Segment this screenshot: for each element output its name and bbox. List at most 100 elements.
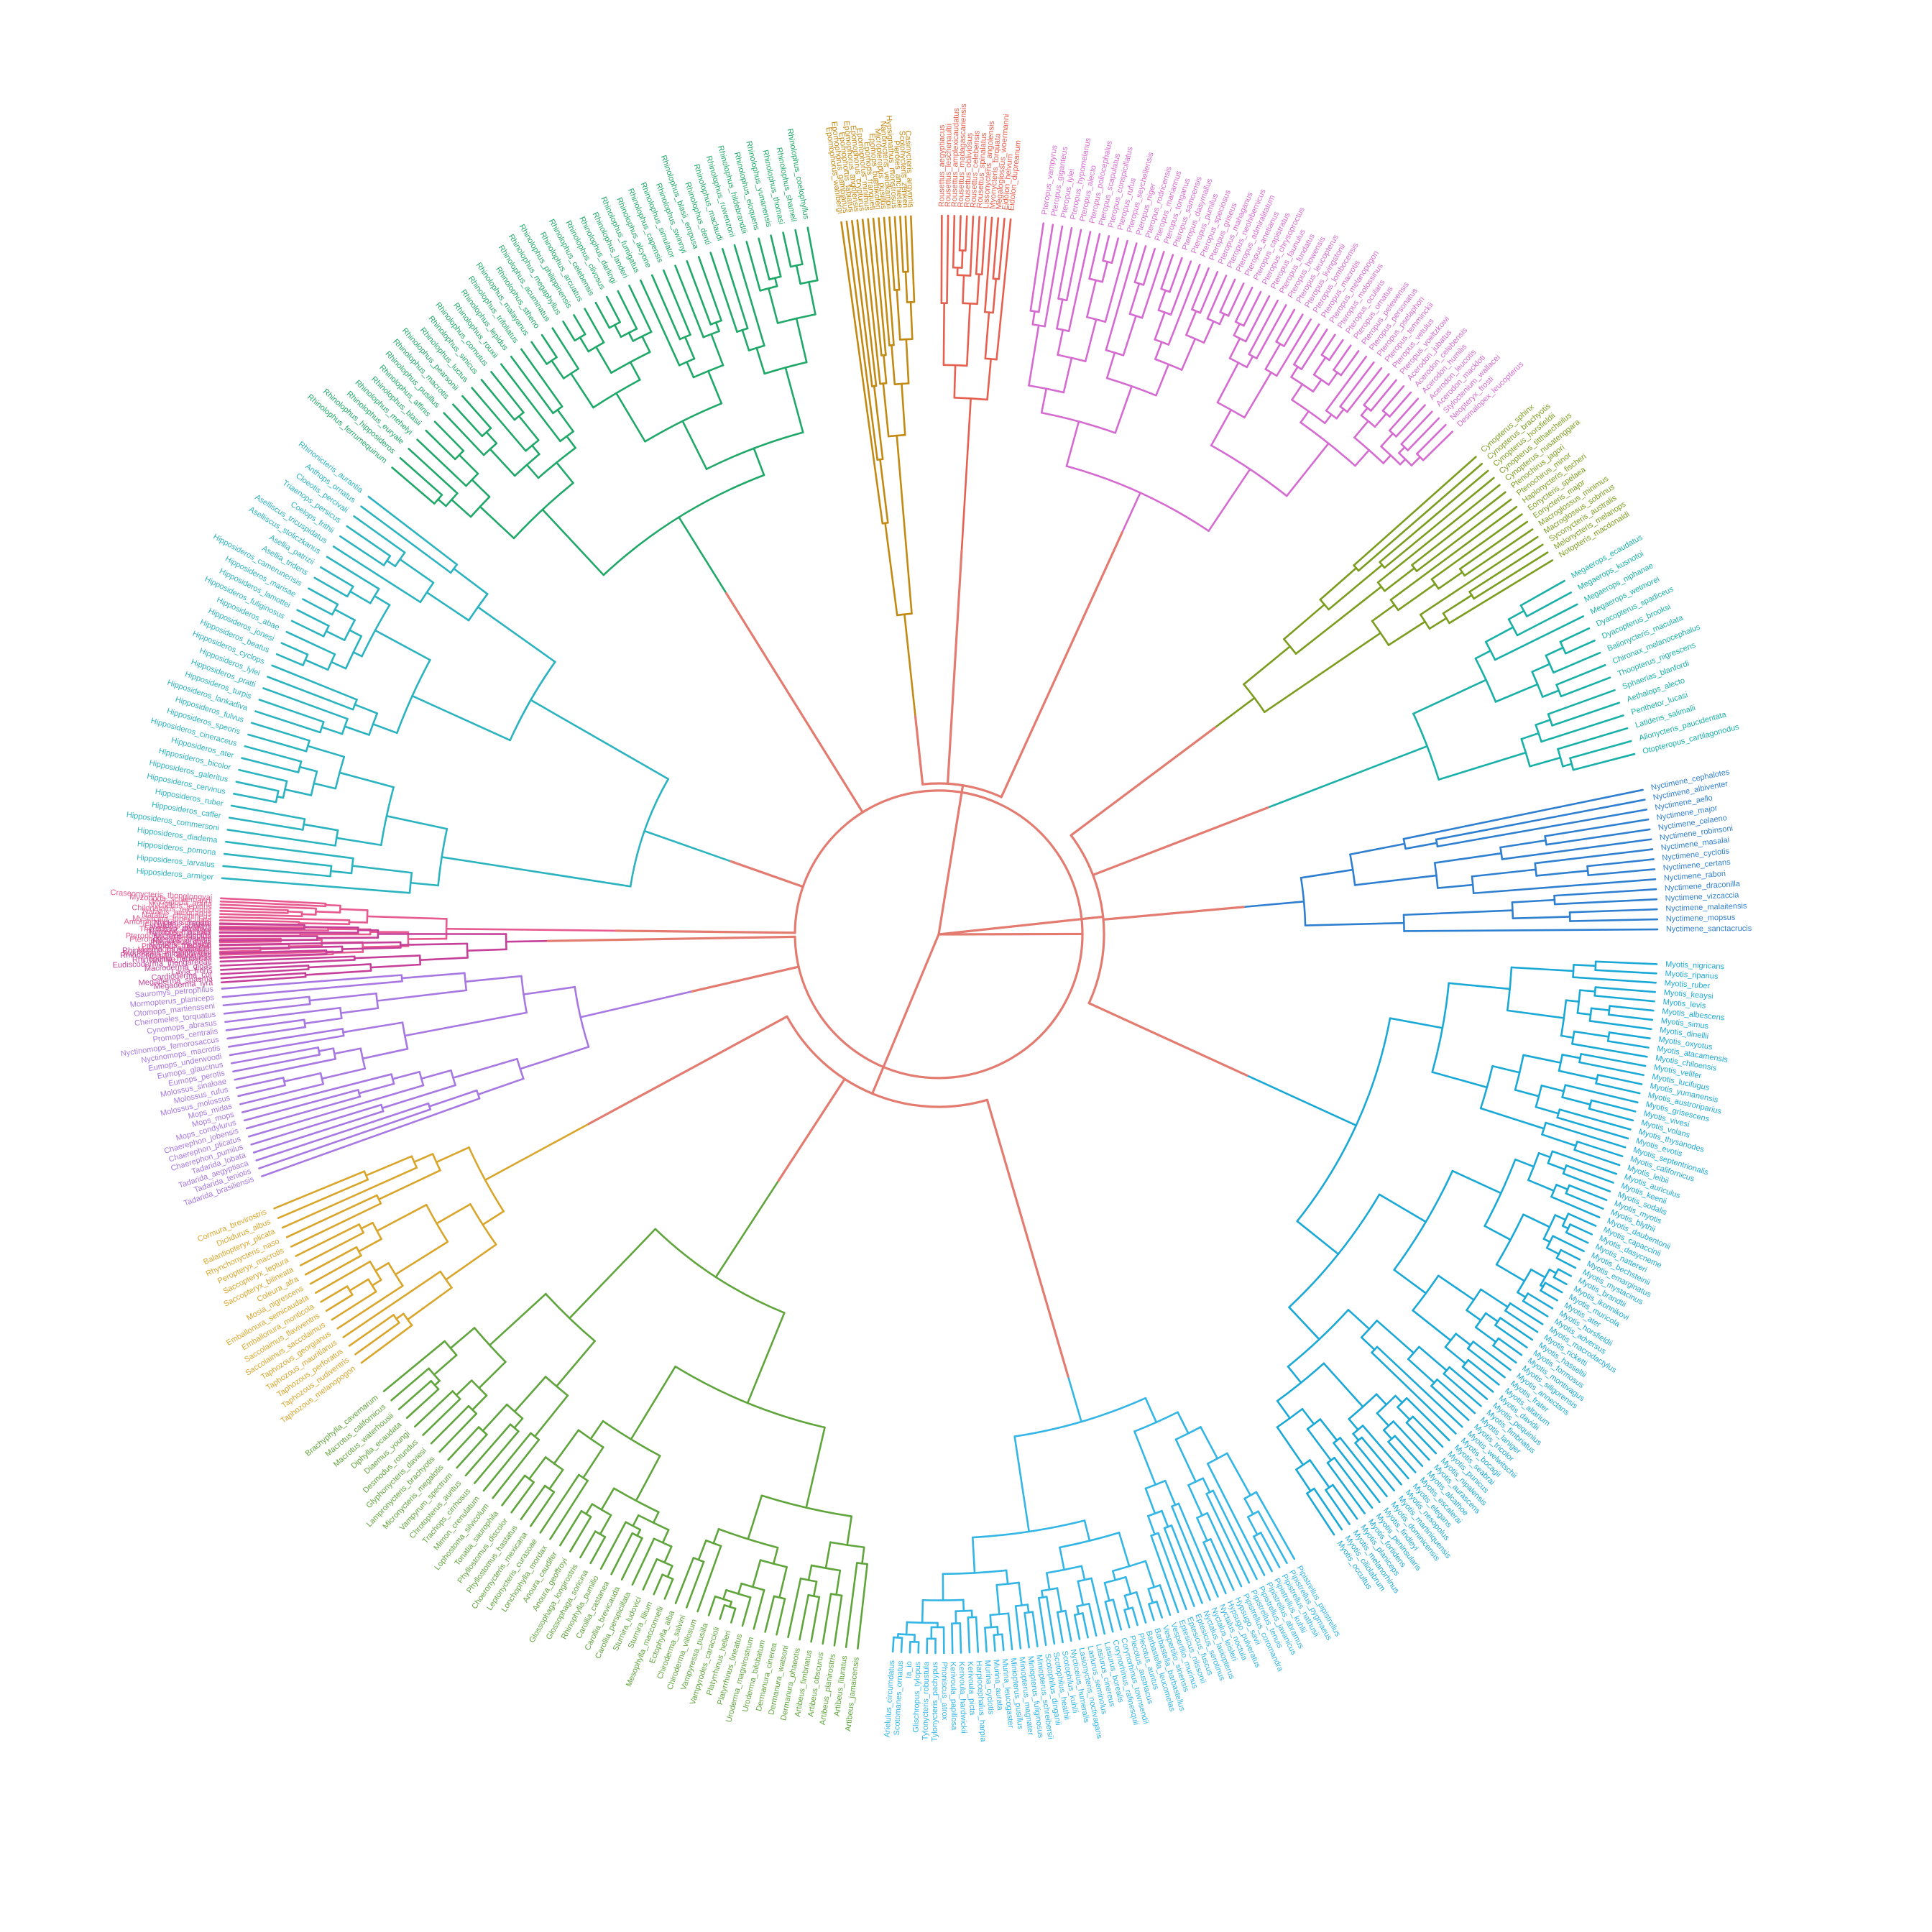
- internal-branch: [428, 1089, 478, 1108]
- tip-branch: [1142, 247, 1156, 286]
- internal-branch: [351, 865, 413, 874]
- internal-branch: [1484, 1312, 1499, 1322]
- tip-label: Plerotes_anchietae: [892, 140, 904, 208]
- internal-branch: [284, 788, 313, 796]
- internal-branch: [1407, 1358, 1435, 1384]
- internal-branch: [1398, 446, 1406, 454]
- tip-branch: [250, 1103, 382, 1146]
- tip-branch: [584, 308, 605, 344]
- internal-branch: [441, 856, 632, 888]
- internal-branch: [1474, 1326, 1497, 1343]
- internal-branch: [436, 1203, 472, 1225]
- tip-branch: [222, 865, 331, 878]
- internal-branch: [747, 1494, 763, 1540]
- tip-branch: [1573, 1149, 1621, 1167]
- tip-branch: [1403, 928, 1659, 932]
- internal-branch: [903, 613, 916, 718]
- tip-branch: [579, 1530, 597, 1559]
- internal-branch: [1077, 1580, 1085, 1606]
- tip-branch: [1557, 727, 1629, 750]
- tip-branch: [1206, 275, 1228, 320]
- internal-branch: [1499, 839, 1547, 849]
- internal-branch: [1529, 756, 1562, 768]
- tip-branch: [1104, 239, 1128, 323]
- internal-branch: [753, 447, 765, 477]
- internal-branch: [1393, 1269, 1427, 1294]
- tip-branch: [594, 301, 611, 329]
- internal-branch: [1057, 328, 1064, 356]
- internal-branch: [1387, 620, 1426, 646]
- tip-branch: [1257, 1510, 1288, 1565]
- internal-branch: [1300, 410, 1310, 424]
- tip-branch: [1448, 1366, 1489, 1400]
- internal-branch: [962, 1598, 965, 1612]
- tip-branch: [1569, 1223, 1593, 1236]
- tip-branch: [1255, 1491, 1296, 1560]
- internal-branch: [523, 985, 576, 995]
- tip-branch: [219, 950, 334, 956]
- tip-branch: [520, 348, 564, 408]
- tip-branch: [1569, 740, 1632, 760]
- internal-branch: [1243, 371, 1272, 419]
- tip-label: Mystacina_tuberculata: [132, 914, 212, 924]
- tip-branch: [1038, 1596, 1047, 1647]
- tip-branch: [218, 919, 300, 923]
- tip-branch: [416, 438, 467, 487]
- internal-branch: [482, 1210, 505, 1226]
- tip-branch: [1379, 469, 1489, 564]
- tip-branch: [219, 913, 303, 918]
- internal-branch: [1076, 1605, 1080, 1615]
- tip-branch: [599, 1521, 627, 1570]
- tip-branch: [238, 768, 288, 783]
- tip-label: Thyroptera_discifera: [139, 925, 212, 934]
- internal-branch: [553, 1429, 580, 1465]
- internal-branch: [661, 1529, 670, 1544]
- tip-branch: [1283, 313, 1304, 347]
- tip-label: Murina_aurata: [992, 1659, 1005, 1711]
- tip-branch: [1387, 1440, 1417, 1473]
- internal-branch: [1540, 1085, 1565, 1092]
- internal-branch: [1371, 604, 1396, 622]
- tip-label: Mormoops_megalophylla: [123, 947, 212, 958]
- tip-branch: [686, 260, 712, 326]
- internal-branch: [1288, 1306, 1320, 1340]
- internal-branch: [909, 301, 914, 340]
- tip-branch: [1407, 417, 1440, 451]
- tip-branch: [1087, 1602, 1098, 1637]
- tip-branch: [1553, 888, 1657, 897]
- internal-branch: [420, 1069, 452, 1080]
- internal-branch: [1520, 732, 1540, 740]
- internal-branch: [976, 273, 980, 305]
- tip-branch: [1463, 528, 1534, 577]
- tip-branch: [295, 1223, 361, 1257]
- internal-branch: [376, 989, 468, 1002]
- internal-branch: [348, 921, 369, 924]
- internal-branch: [324, 903, 341, 907]
- tip-branch: [225, 1018, 305, 1031]
- tip-branch: [822, 1593, 832, 1645]
- backbone-branch: [777, 1077, 846, 1182]
- tip-branch: [219, 909, 289, 914]
- tip-branch: [244, 745, 303, 763]
- tip-branch: [1562, 1172, 1611, 1192]
- tip-branch: [425, 429, 456, 461]
- internal-branch: [1537, 1152, 1552, 1159]
- internal-branch: [1517, 1291, 1527, 1299]
- tip-branch: [447, 1426, 480, 1461]
- tip-branch: [1593, 995, 1655, 1003]
- internal-branch: [1328, 564, 1384, 611]
- internal-branch: [1296, 1220, 1340, 1256]
- internal-branch: [984, 311, 990, 360]
- internal-branch: [879, 458, 889, 524]
- tip-branch: [254, 710, 321, 734]
- tip-branch: [1392, 1420, 1430, 1461]
- internal-branch: [1428, 617, 1448, 630]
- tip-branch: [258, 699, 325, 723]
- internal-branch: [505, 939, 549, 943]
- tip-branch: [1340, 350, 1360, 377]
- internal-branch: [374, 1262, 390, 1272]
- tip-branch: [787, 1577, 802, 1639]
- internal-branch: [1083, 1519, 1091, 1542]
- tip-branch: [910, 215, 916, 303]
- internal-branch: [452, 1057, 518, 1079]
